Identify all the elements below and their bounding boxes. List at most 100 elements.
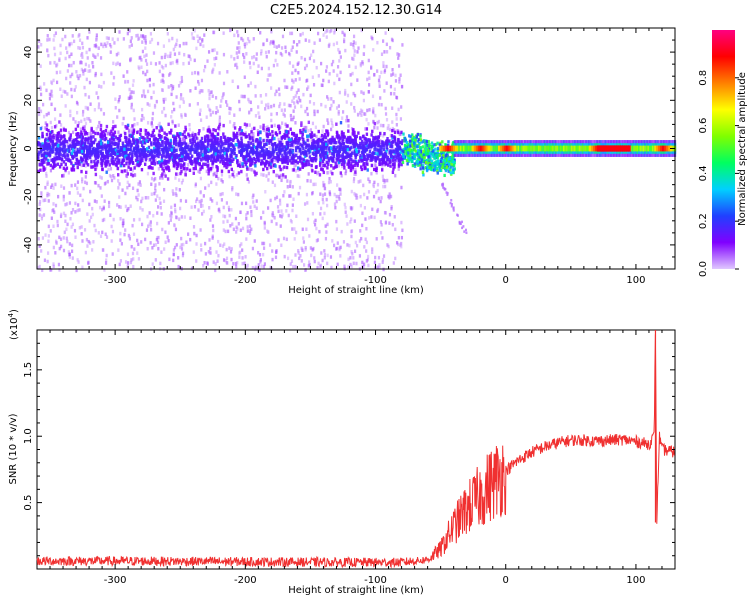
spectrogram-cell (271, 249, 274, 253)
spectrogram-cell (45, 112, 48, 117)
spectrogram-cell (375, 148, 378, 152)
spectrogram-cell (396, 153, 400, 157)
spectrogram-cell (67, 146, 71, 150)
spectrogram-cell (145, 62, 149, 66)
spectrogram-cell (242, 132, 245, 137)
spectrogram-cell (89, 119, 92, 123)
spectrogram-cell (271, 213, 274, 217)
spectrogram-cell (95, 200, 98, 204)
spectrogram-cell (95, 44, 98, 49)
spectrogram-cell (250, 168, 253, 172)
spectrogram-cell (327, 139, 330, 143)
spectrogram-cell (300, 123, 303, 127)
spectrogram-cell (74, 235, 77, 239)
spectrogram-cell (147, 153, 150, 158)
spectrogram-cell (279, 202, 282, 206)
spectrogram-cell (88, 144, 91, 149)
spectrogram-cell (159, 176, 162, 180)
spectrogram-cell (229, 107, 232, 111)
spectrogram-cell (324, 140, 327, 144)
spectrogram-cell (289, 127, 292, 131)
spectrogram-cell (340, 162, 344, 166)
spectrogram-cell (209, 90, 212, 95)
spectrogram-cell (96, 153, 100, 157)
spectrogram-cell (132, 232, 136, 236)
spectrogram-cell (262, 173, 265, 177)
spectrogram-cell (304, 151, 307, 156)
spectrogram-cell (49, 139, 53, 143)
spectrogram-cell (198, 143, 201, 147)
spectrogram-cell (376, 188, 379, 193)
spectrogram-cell (219, 156, 223, 160)
spectrogram-cell (122, 74, 125, 78)
spectrogram-cell (275, 111, 278, 116)
spectrogram-cell (371, 94, 375, 99)
spectrogram-cell (372, 48, 375, 52)
spectrogram-cell (71, 156, 74, 160)
spectrogram-cell (200, 158, 203, 162)
spectrogram-cell (275, 173, 278, 178)
spectrogram-cell (71, 148, 75, 152)
spectrogram-cell (119, 231, 122, 236)
spectrogram-cell (41, 131, 44, 136)
spectrogram-cell (292, 264, 295, 269)
spectrogram-cell (355, 261, 358, 266)
spectrogram-cell (224, 138, 227, 142)
spectrogram-cell (140, 150, 143, 155)
spectrogram-cell (374, 163, 377, 168)
spectrogram-cell (59, 70, 62, 74)
spectrogram-cell (246, 37, 250, 41)
spectrogram-cell (225, 201, 228, 205)
spectrogram-cell (187, 163, 190, 167)
spectrogram-cell (262, 42, 265, 46)
spectrogram-cell (78, 46, 82, 50)
spectrogram-cell (223, 142, 226, 146)
spectrogram-cell (240, 146, 244, 150)
spectrogram-cell (311, 151, 315, 156)
spectrogram-cell (170, 205, 173, 210)
spectrogram-cell (165, 160, 168, 164)
spectrogram-cell (182, 41, 185, 46)
spectrogram-cell (108, 163, 111, 167)
spectrogram-cell (126, 140, 129, 144)
spectrogram-cell (170, 92, 173, 97)
spectrogram-cell (259, 258, 262, 262)
spectrogram-cell (275, 89, 278, 94)
spectrogram-cell (255, 57, 258, 61)
spectrogram-cell (341, 155, 344, 159)
spectrogram-cell (119, 148, 123, 152)
spectrogram-cell (278, 140, 281, 145)
spectrogram-cell (259, 125, 262, 129)
spectrogram-cell (243, 160, 246, 165)
spectrogram-cell (227, 143, 230, 148)
spectrogram-cell (207, 172, 210, 176)
spectrogram-cell (136, 188, 139, 193)
spectrogram-cell (50, 158, 53, 162)
spectrogram-cell (52, 144, 55, 148)
spectrogram-cell (222, 205, 225, 210)
spectrogram-cell (68, 252, 71, 257)
spectrogram-cell (279, 167, 282, 172)
spectrogram-cell (279, 224, 282, 228)
spectrogram-cell (286, 161, 290, 165)
spectrogram-cell (317, 31, 320, 36)
spectrogram-cell (293, 105, 297, 109)
spectrogram-cell (237, 133, 240, 138)
spectrogram-cell (171, 36, 174, 41)
spectrogram-cell (304, 109, 307, 114)
spectrogram-cell (365, 240, 369, 245)
spectrogram-cell (190, 147, 194, 152)
spectrogram-cell (307, 129, 310, 133)
spectrogram-cell (150, 182, 153, 187)
spectrogram-cell (247, 140, 250, 145)
spectrogram-cell (105, 150, 108, 154)
spectrogram-cell (146, 69, 149, 74)
spectrogram-cell (247, 180, 251, 184)
spectrogram-cell (178, 51, 181, 56)
spectrogram-cell (140, 222, 144, 227)
spectrogram-cell (112, 217, 115, 222)
spectrogram-cell (80, 157, 83, 161)
spectrogram-cell (97, 84, 101, 88)
spectrogram-cell (260, 153, 264, 158)
spectrogram-cell (308, 234, 311, 238)
